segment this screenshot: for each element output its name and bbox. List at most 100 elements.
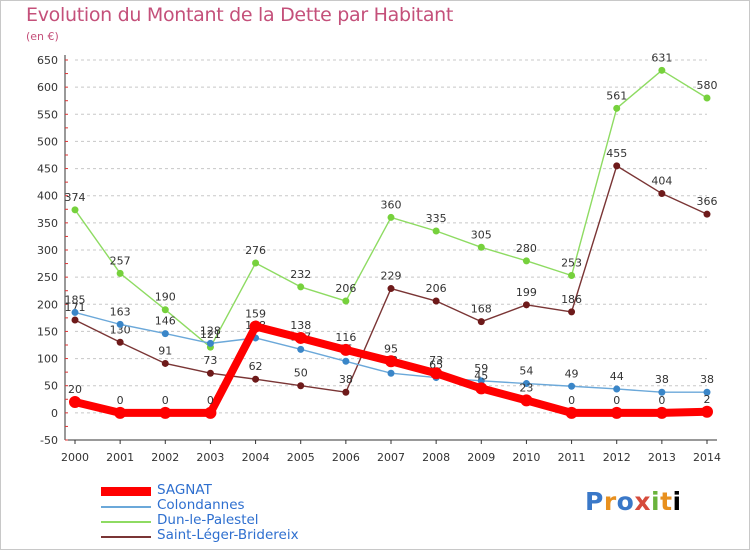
data-label-dun-le-palestel: 561 (606, 89, 627, 102)
legend-label: Dun-le-Palestel (157, 512, 259, 528)
y-tick-label: 500 (37, 135, 58, 148)
x-tick-label: 2003 (196, 451, 224, 464)
data-label-saint-le-ger-bridereix: 91 (158, 344, 172, 357)
data-label-colondannes: 185 (65, 293, 86, 306)
data-point-sagnat (565, 406, 578, 419)
data-label-colondannes: 163 (110, 305, 131, 318)
data-point-colondannes (161, 330, 169, 338)
x-tick-label: 2013 (648, 451, 676, 464)
x-tick-label: 2006 (332, 451, 360, 464)
data-label-sagnat: 20 (68, 383, 82, 396)
data-point-colondannes (342, 357, 350, 365)
data-point-dun-le-palestel (342, 297, 350, 305)
data-label-saint-le-ger-bridereix: 171 (65, 301, 86, 314)
data-point-dun-le-palestel (71, 206, 79, 214)
data-label-sagnat: 0 (117, 394, 124, 407)
x-tick-label: 2002 (151, 451, 179, 464)
data-point-colondannes (116, 320, 124, 328)
legend-label: Saint-Léger-Bridereix (157, 527, 299, 543)
x-tick-label: 2004 (242, 451, 270, 464)
data-label-dun-le-palestel: 232 (290, 268, 311, 281)
data-label-sagnat: 159 (245, 308, 266, 321)
data-label-dun-le-palestel: 257 (110, 254, 131, 267)
y-tick-label: 650 (37, 54, 58, 67)
data-label-saint-le-ger-bridereix: 50 (294, 367, 308, 380)
data-label-saint-le-ger-bridereix: 199 (516, 286, 537, 299)
data-label-saint-le-ger-bridereix: 168 (471, 303, 492, 316)
data-point-sagnat (520, 394, 533, 407)
data-label-sagnat: 23 (519, 381, 533, 394)
data-point-colondannes (613, 385, 621, 393)
y-tick-label: 200 (37, 298, 58, 311)
data-label-dun-le-palestel: 305 (471, 228, 492, 241)
logo-letter: o (616, 487, 635, 516)
data-label-sagnat: 45 (474, 369, 488, 382)
data-point-dun-le-palestel (703, 94, 711, 102)
data-point-sagnat (430, 367, 443, 380)
data-label-saint-le-ger-bridereix: 38 (339, 373, 353, 386)
data-point-dun-le-palestel (432, 227, 440, 235)
data-label-saint-le-ger-bridereix: 206 (426, 282, 447, 295)
x-tick-label: 2010 (512, 451, 540, 464)
data-label-saint-le-ger-bridereix: 186 (561, 293, 582, 306)
data-point-colondannes (297, 345, 305, 353)
data-point-sagnat (610, 406, 623, 419)
data-label-colondannes: 128 (200, 324, 221, 337)
data-label-sagnat: 0 (207, 394, 214, 407)
y-tick-label: 150 (37, 325, 58, 338)
data-label-colondannes: 49 (565, 367, 579, 380)
y-tick-label: 400 (37, 190, 58, 203)
y-tick-label: 300 (37, 244, 58, 257)
data-label-saint-le-ger-bridereix: 455 (606, 147, 627, 160)
logo-letter: P (585, 487, 604, 516)
data-label-colondannes: 38 (655, 373, 669, 386)
x-tick-label: 2005 (287, 451, 315, 464)
data-label-colondannes: 54 (519, 365, 533, 378)
data-point-colondannes (387, 369, 395, 377)
data-label-dun-le-palestel: 631 (651, 51, 672, 64)
data-point-dun-le-palestel (297, 283, 305, 291)
x-tick-label: 2008 (422, 451, 450, 464)
data-point-saint-le-ger-bridereix (71, 316, 79, 324)
data-point-saint-le-ger-bridereix (522, 301, 530, 309)
data-point-saint-le-ger-bridereix (703, 210, 711, 218)
data-label-sagnat: 138 (290, 319, 311, 332)
data-point-sagnat (701, 405, 713, 418)
data-point-dun-le-palestel (116, 269, 124, 277)
data-point-colondannes (568, 382, 576, 390)
data-point-saint-le-ger-bridereix (387, 285, 395, 293)
data-label-saint-le-ger-bridereix: 229 (381, 270, 402, 283)
data-label-dun-le-palestel: 374 (65, 191, 86, 204)
chart-title: Evolution du Montant de la Dette par Hab… (26, 4, 454, 26)
logo-letter: t (660, 487, 673, 516)
legend-swatch (101, 506, 151, 508)
data-point-sagnat (294, 331, 307, 344)
y-tick-label: 600 (37, 81, 58, 94)
data-label-dun-le-palestel: 253 (561, 257, 582, 270)
data-point-dun-le-palestel (161, 306, 169, 314)
x-tick-label: 2009 (467, 451, 495, 464)
data-label-saint-le-ger-bridereix: 73 (203, 354, 217, 367)
data-label-sagnat: 116 (335, 331, 356, 344)
data-point-sagnat (385, 355, 397, 368)
data-point-saint-le-ger-bridereix (297, 382, 305, 390)
data-label-sagnat: 0 (658, 394, 665, 407)
x-tick-label: 2000 (61, 451, 89, 464)
data-point-dun-le-palestel (568, 272, 576, 280)
data-point-colondannes (477, 377, 485, 385)
y-tick-label: 250 (37, 271, 58, 284)
x-tick-label: 2007 (377, 451, 405, 464)
data-point-dun-le-palestel (387, 213, 395, 221)
data-label-sagnat: 0 (162, 394, 169, 407)
y-tick-label: 450 (37, 163, 58, 176)
data-point-sagnat (204, 406, 217, 419)
y-tick-label: 550 (37, 108, 58, 121)
x-tick-label: 2001 (106, 451, 134, 464)
data-point-saint-le-ger-bridereix (342, 388, 350, 396)
data-point-saint-le-ger-bridereix (613, 162, 621, 170)
data-label-saint-le-ger-bridereix: 130 (110, 323, 131, 336)
logo-letter: i (672, 487, 682, 516)
data-label-dun-le-palestel: 280 (516, 242, 537, 255)
data-label-sagnat: 0 (613, 394, 620, 407)
